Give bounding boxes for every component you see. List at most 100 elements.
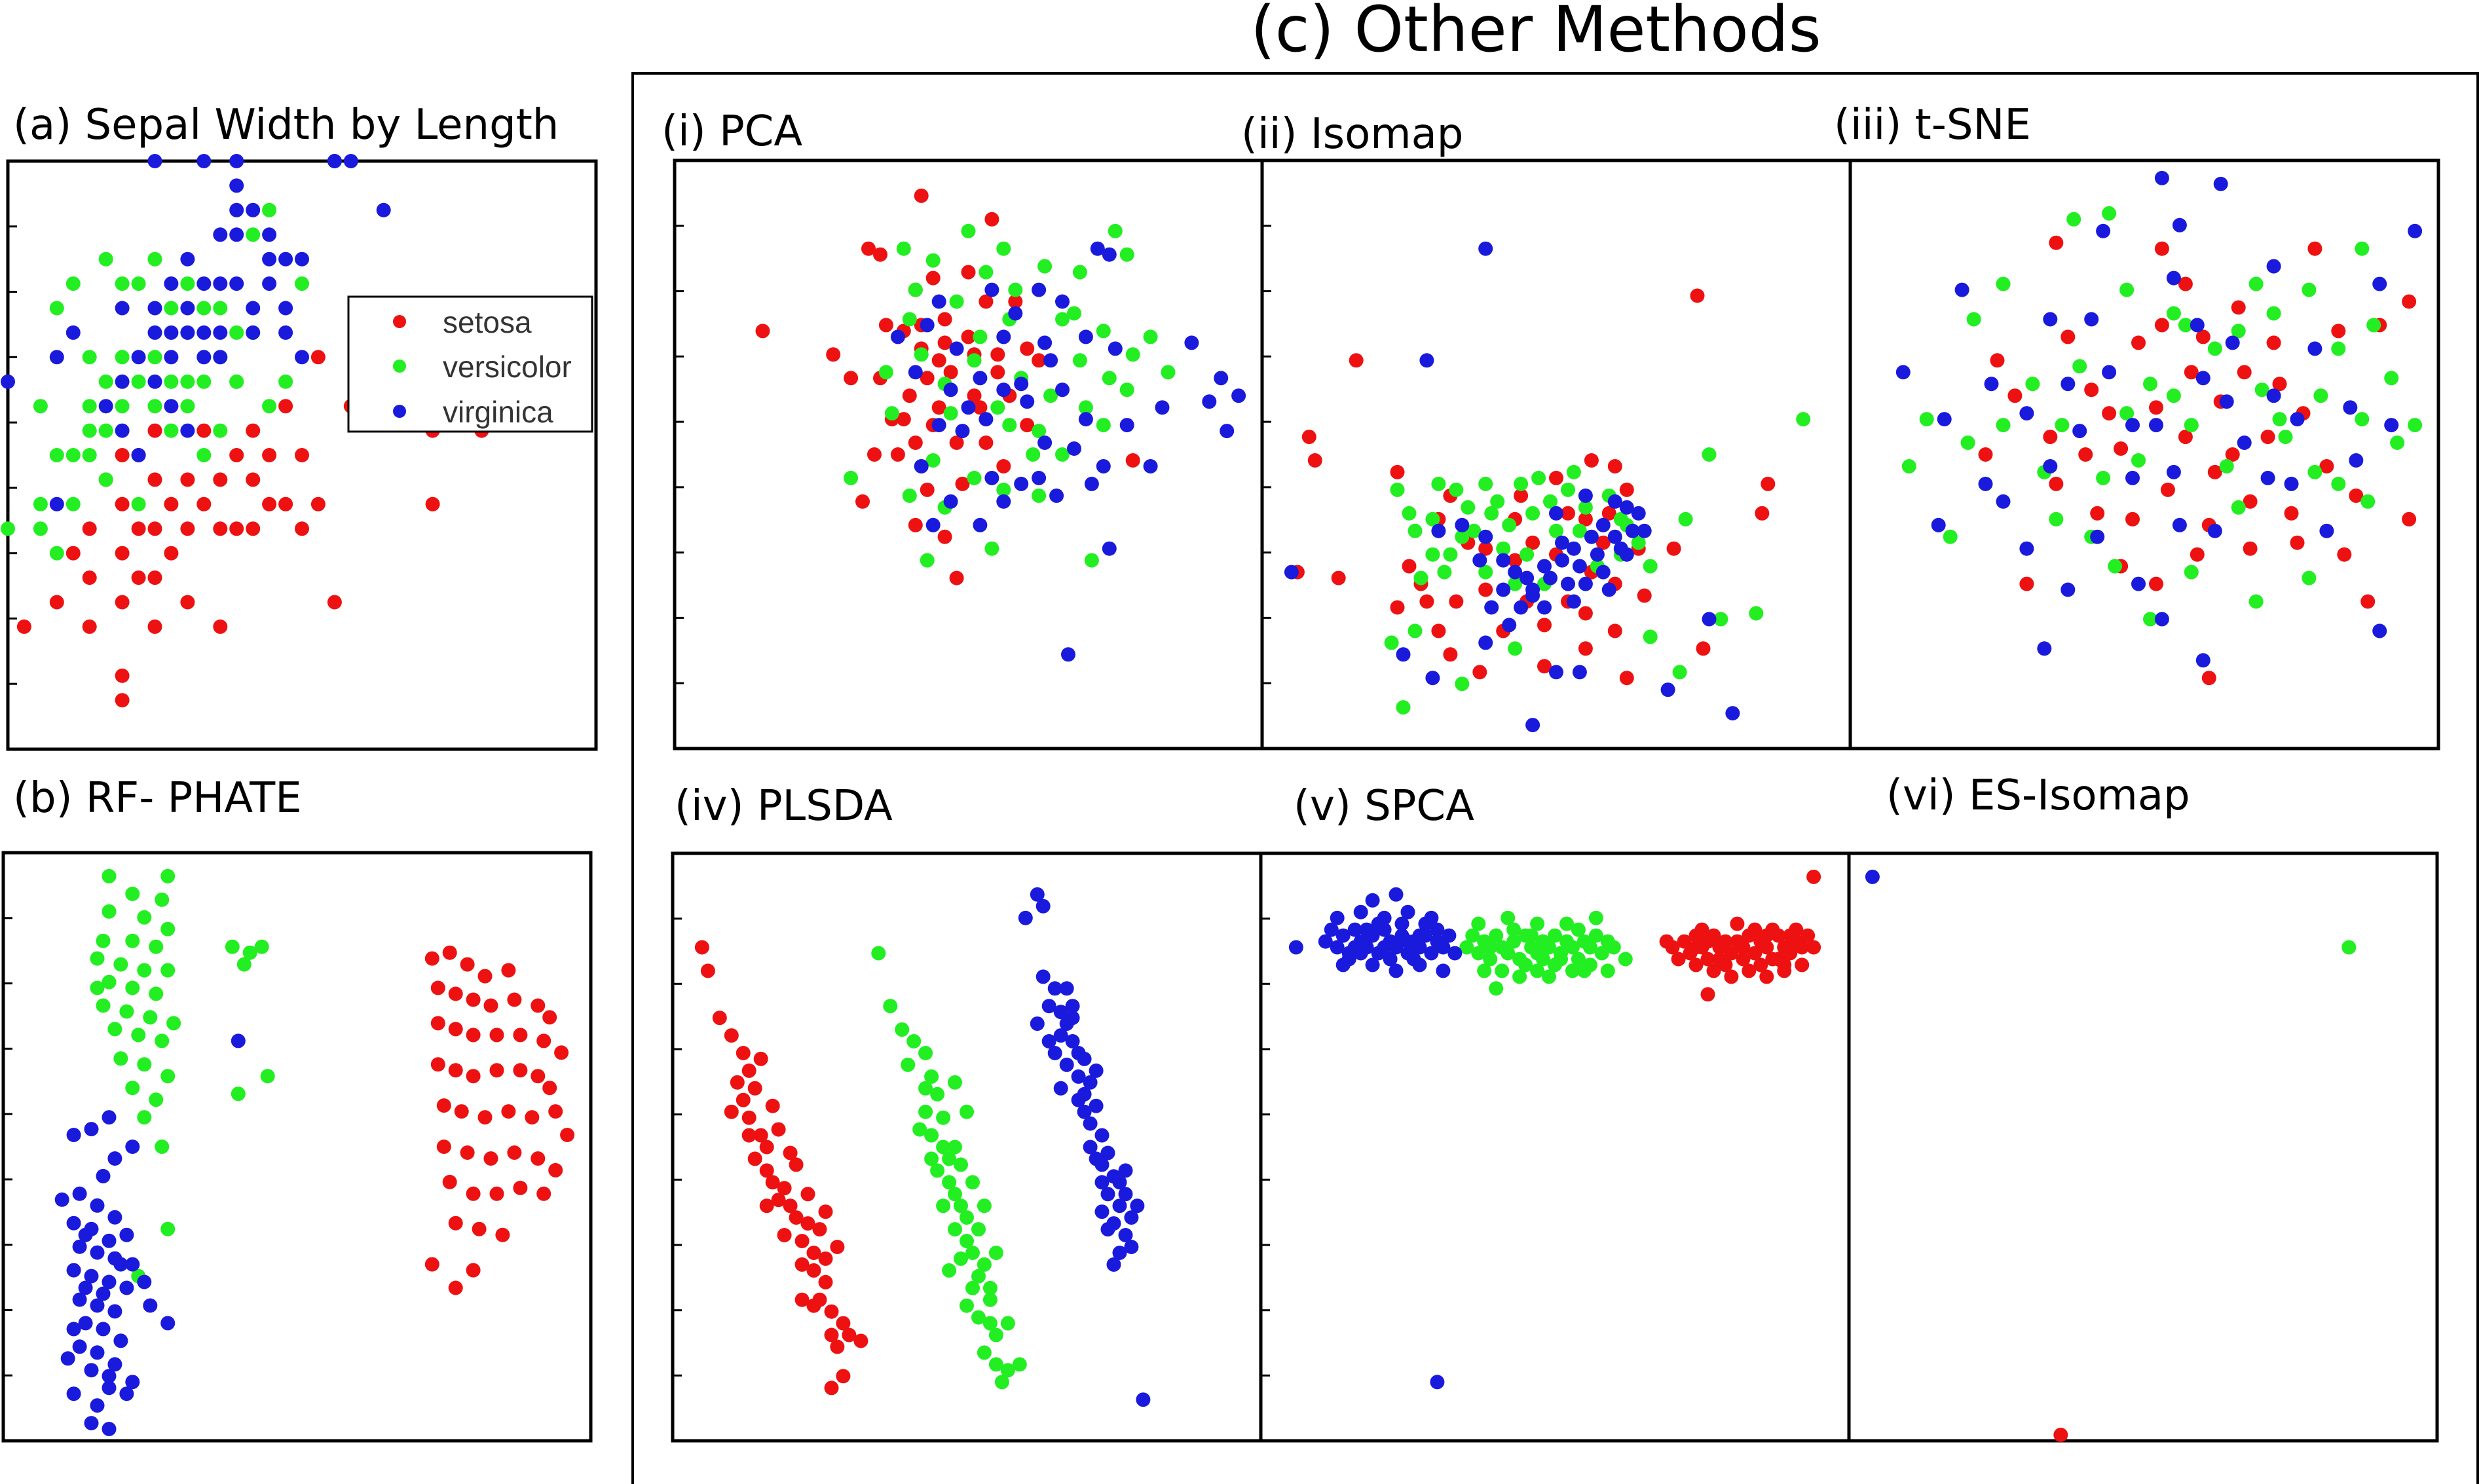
data-point-setosa [812,1222,827,1237]
data-point-setosa [442,945,457,960]
data-point-versicolor [1506,934,1521,949]
data-point-versicolor [936,1110,951,1125]
data-point-virginica [1108,341,1123,356]
data-point-virginica [2096,223,2111,238]
data-point-setosa [2043,430,2058,445]
data-point-virginica [2260,470,2275,485]
data-point-versicolor [971,1222,986,1237]
data-point-setosa [783,1198,798,1214]
data-point-virginica [1096,459,1111,473]
data-point-setosa [147,570,162,585]
data-point-virginica [1572,665,1587,680]
data-point-versicolor [1390,482,1405,497]
data-point-virginica [115,374,130,389]
data-point-virginica [1020,394,1035,409]
data-point-versicolor [65,276,81,291]
data-point-versicolor [2266,306,2281,321]
data-point-virginica [66,1128,81,1142]
data-point-setosa [164,496,179,511]
data-point-setosa [1718,934,1733,949]
data-point-virginica [102,1369,117,1384]
data-point-virginica [1525,582,1540,597]
data-point-setosa [1349,353,1364,368]
data-point-versicolor [1996,418,2011,433]
data-point-virginica [1335,928,1351,943]
data-point-setosa [961,265,976,280]
data-point-virginica [2125,470,2140,485]
data-point-setosa [747,1081,762,1096]
data-point-setosa [180,472,195,487]
data-point-virginica [1396,647,1411,662]
data-point-versicolor [1672,665,1687,680]
data-point-virginica [943,382,958,398]
data-point-setosa [1637,588,1652,603]
data-point-virginica [1094,1128,1110,1143]
data-point-setosa [2190,547,2205,562]
data-point-virginica [1118,1228,1133,1242]
data-point-versicolor [115,276,130,291]
data-point-virginica [1014,377,1029,392]
data-point-virginica [1347,922,1362,937]
data-point-versicolor [1461,500,1476,515]
data-point-setosa [878,318,893,333]
data-point-setosa [853,1333,868,1348]
data-point-virginica [1631,506,1646,521]
data-point-setosa [741,1063,756,1078]
data-point-versicolor [996,241,1011,256]
data-point-setosa [2402,511,2417,527]
data-point-virginica [1090,241,1105,256]
data-point-virginica [1231,388,1246,403]
legend-marker-virginica [393,405,406,418]
data-point-virginica [1895,365,1911,380]
data-point-setosa [937,312,952,327]
data-point-versicolor [902,312,917,327]
data-point-virginica [229,202,244,217]
data-point-setosa [1125,453,1140,468]
data-point-virginica [2172,217,2187,232]
data-point-setosa [2049,476,2064,491]
data-point-versicolor [137,910,152,925]
data-point-versicolor [967,353,982,368]
data-point-versicolor [242,945,257,960]
data-point-setosa [1724,969,1739,984]
data-point-versicolor [2178,318,2193,333]
data-point-setosa [1990,353,2005,368]
data-point-setosa [278,496,293,511]
data-point-virginica [1436,940,1451,955]
data-point-setosa [984,212,999,227]
data-point-setosa [131,521,146,536]
data-point-versicolor [1437,565,1452,580]
data-point-setosa [466,1186,481,1201]
data-point-versicolor [1996,276,2011,291]
data-point-virginica [2037,641,2052,656]
data-point-setosa [1755,506,1770,521]
data-point-versicolor [98,472,113,487]
data-point-virginica [1018,910,1033,925]
data-point-setosa [855,494,870,509]
data-point-setosa [818,1251,833,1266]
data-point-versicolor [942,1263,957,1278]
data-point-setosa [536,1033,551,1048]
data-point-setosa [824,1304,839,1319]
data-point-virginica [72,1339,87,1354]
data-point-versicolor [2313,388,2328,403]
data-point-virginica [262,227,277,242]
data-point-setosa [2360,594,2376,609]
data-point-setosa [1688,957,1704,973]
data-point-versicolor [149,939,164,954]
data-point-virginica [955,424,970,439]
series-group-c-iv [694,887,1151,1407]
data-point-setosa [466,1263,481,1278]
data-point-versicolor [1471,916,1486,931]
data-point-setosa [2084,382,2099,398]
data-point-virginica [1537,559,1552,574]
data-point-versicolor [98,251,113,267]
data-point-virginica [1725,706,1740,721]
data-point-setosa [448,1280,463,1295]
data-point-setosa [477,1110,493,1125]
data-point-virginica [84,1122,99,1137]
data-point-virginica [1619,547,1634,562]
data-point-setosa [1601,506,1616,521]
data-point-versicolor [1000,1316,1015,1331]
data-point-virginica [1425,671,1440,686]
